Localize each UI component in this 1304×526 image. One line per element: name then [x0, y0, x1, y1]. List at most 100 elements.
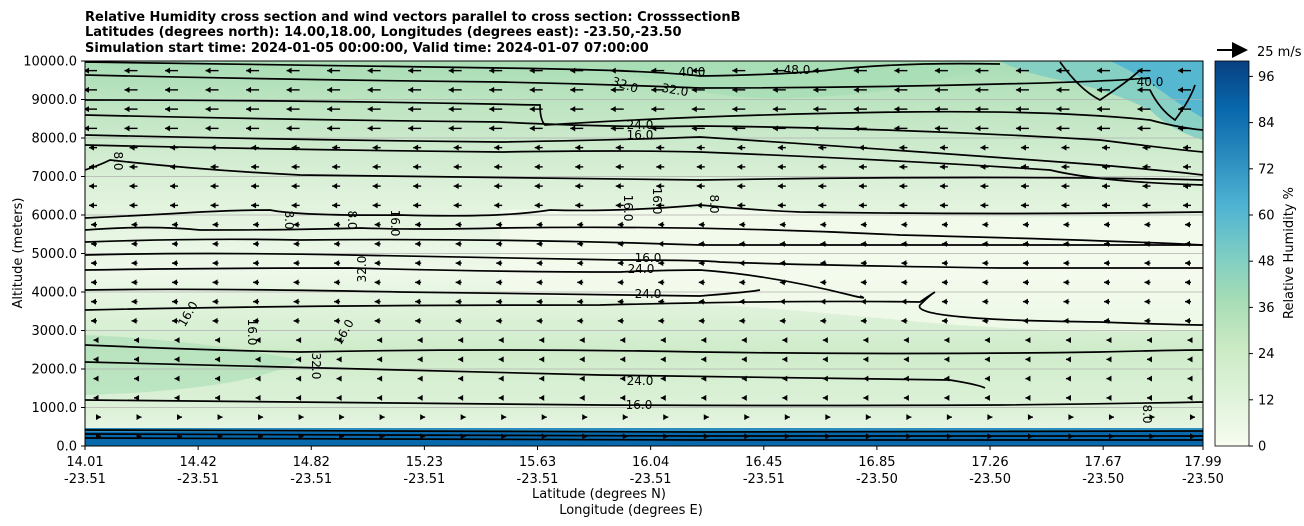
wind-vector-head [1137, 125, 1143, 132]
wind-vector-head [656, 183, 662, 190]
wind-vector-head [165, 125, 171, 132]
wind-vector-head [172, 279, 178, 286]
wind-vector-head [772, 86, 778, 93]
wind-vector-head [1063, 221, 1069, 228]
wind-vector-head [1063, 279, 1069, 286]
wind-vector-head [901, 260, 907, 267]
wind-vector-head [610, 125, 616, 132]
wind-vector-head [286, 86, 292, 93]
wind-vector-head [941, 279, 947, 286]
wind-vector-head [415, 221, 421, 228]
wind-vector-head [782, 356, 788, 363]
wind-vector-head [96, 414, 101, 421]
wind-vector-head [253, 221, 259, 228]
wind-vector-head [417, 375, 423, 382]
wind-vector-head [1022, 317, 1028, 324]
wind-vector-head [575, 183, 581, 190]
wind-vector-head [374, 221, 380, 228]
contour-line [85, 399, 1203, 407]
wind-vector-head [1142, 144, 1148, 151]
wind-vector-head [577, 298, 583, 305]
wind-vector-head [615, 183, 621, 190]
wind-vector-head [131, 279, 137, 286]
wind-vector-head [620, 375, 626, 382]
wind-vector-head [577, 240, 583, 247]
wind-vector-head [1142, 183, 1148, 190]
wind-vector-head [617, 279, 623, 286]
wind-vector-head [408, 86, 414, 93]
wind-vector-head [1144, 298, 1150, 305]
wind-vector-head [899, 144, 905, 151]
wind-vector-head [570, 106, 576, 113]
wind-vector-head [1183, 183, 1188, 190]
wind-vector-head [818, 144, 824, 151]
x-axis-label-longitude: Longitude (degrees E) [559, 503, 703, 518]
wind-vector-head [1015, 67, 1021, 74]
wind-vector-head [658, 221, 664, 228]
contour-label: 48.0 [784, 63, 811, 77]
contour-line [1149, 84, 1196, 122]
wind-vector-head [703, 414, 709, 421]
wind-vector-head [617, 317, 623, 324]
wind-vector-head [496, 240, 502, 247]
wind-vector-head [813, 67, 819, 74]
wind-vector-head [691, 67, 697, 74]
wind-vector-head [858, 202, 864, 209]
wind-vector-head [205, 125, 211, 132]
wind-vector-head [984, 394, 990, 401]
wind-vector-head [1101, 163, 1107, 170]
wind-vector-head [253, 317, 259, 324]
wind-vector-head [1137, 67, 1143, 74]
wind-vector-head [741, 337, 747, 344]
wind-vector-head [253, 279, 259, 286]
contour-label: 16.0 [621, 195, 635, 222]
y-tick-label: 2000.0 [32, 363, 78, 378]
wind-vector-head [1103, 317, 1109, 324]
wind-vector-head [455, 221, 461, 228]
wind-vector-head [541, 414, 547, 421]
wind-vector-head [813, 125, 819, 132]
contour-lines [85, 61, 1203, 441]
contour-line [85, 134, 1203, 176]
wind-vector-head [205, 86, 211, 93]
wind-vector-head [1108, 414, 1114, 421]
wind-vector-head [575, 163, 581, 170]
wind-vector-head [818, 183, 824, 190]
wind-vector-head [813, 106, 819, 113]
colorbar-tick-label: 0 [1258, 440, 1266, 455]
wind-vector-head [820, 298, 826, 305]
wind-vector-head [1022, 260, 1028, 267]
contour-line [85, 288, 761, 297]
wind-vector-head [696, 202, 702, 209]
wind-vector-head [982, 279, 988, 286]
wind-vector-head [534, 183, 540, 190]
wind-vector-head [293, 221, 299, 228]
wind-vector-head [458, 337, 464, 344]
wind-vector-head [1056, 67, 1062, 74]
wind-vector-head [858, 183, 864, 190]
wind-vector-head [1061, 144, 1067, 151]
wind-vector-head [408, 67, 414, 74]
wind-vector-head [1103, 221, 1109, 228]
x-tick-latitude: 16.85 [858, 455, 895, 470]
wind-vector-head [698, 240, 704, 247]
wind-vector-head [696, 183, 702, 190]
wind-vector-head [615, 202, 621, 209]
wind-vector-head [658, 279, 664, 286]
colorbar-tick-label: 96 [1258, 70, 1275, 85]
wind-vector-head [1065, 375, 1071, 382]
wind-vector-head [1020, 144, 1026, 151]
wind-vector-head [374, 298, 380, 305]
contour-line [85, 226, 1203, 246]
wind-vector-head [489, 106, 495, 113]
wind-vector-head [1103, 298, 1109, 305]
wind-vector-head [863, 337, 869, 344]
wind-vector-head [570, 125, 576, 132]
wind-vector-head [215, 356, 221, 363]
wind-vector-head [251, 144, 257, 151]
wind-vector-head [413, 183, 419, 190]
y-axis-label: Altitude (meters) [11, 198, 26, 309]
wind-vector-head [413, 144, 419, 151]
wind-vector-head [577, 260, 583, 267]
plot-area: 48.040.040.032.0 32.024.016.08.016.016.0 1… [84, 60, 1204, 447]
